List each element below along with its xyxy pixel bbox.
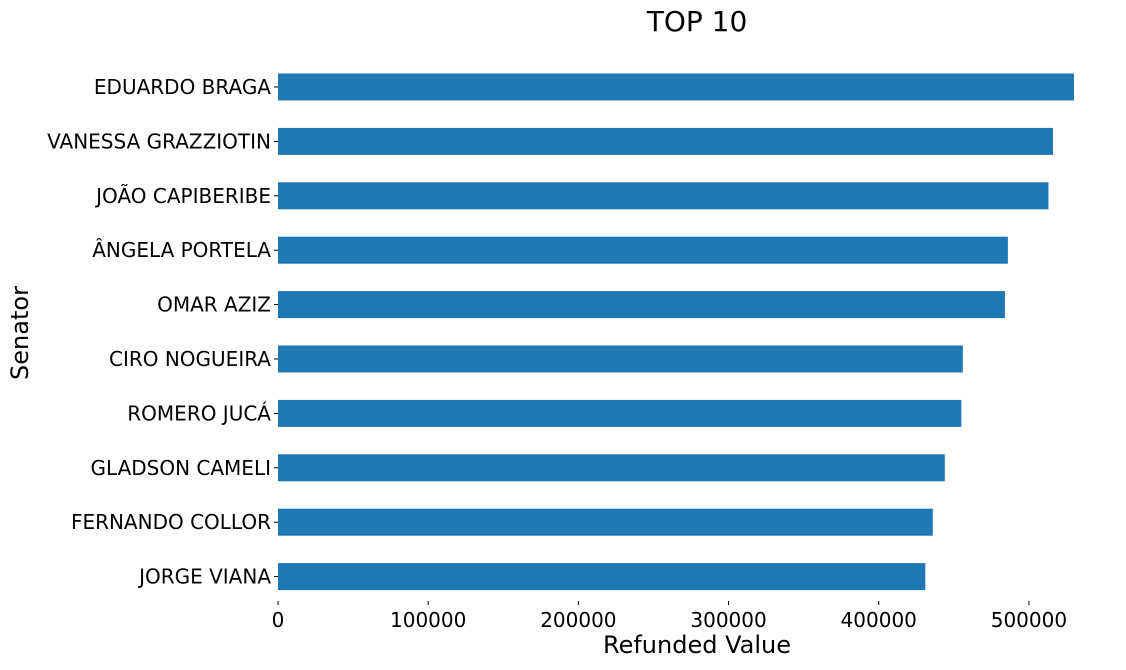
x-tick-label-2: 200000 [540,608,616,632]
bar-2 [278,182,1049,210]
bar-8 [278,508,933,536]
y-tick-label-3: ÂNGELA PORTELA [92,238,271,262]
x-tick-label-4: 400000 [841,608,917,632]
x-axis-title: Refunded Value [603,631,791,659]
bar-0 [278,73,1074,101]
x-tick-label-3: 300000 [690,608,766,632]
x-tick-label-1: 100000 [390,608,466,632]
y-tick-label-1: VANESSA GRAZZIOTIN [47,129,271,153]
x-tick-label-0: 0 [272,608,285,632]
y-tick-label-8: FERNANDO COLLOR [71,510,271,534]
y-tick-label-0: EDUARDO BRAGA [94,75,271,99]
bar-7 [278,454,945,482]
bar-5 [278,345,963,373]
bar-1 [278,127,1053,155]
bar-4 [278,291,1005,319]
x-tick-label-5: 500000 [991,608,1067,632]
y-tick-label-2: JOÃO CAPIBERIBE [94,184,271,208]
y-axis-title: Senator [6,286,34,380]
y-axis: EDUARDO BRAGA VANESSA GRAZZIOTIN JOÃO CAPI… [47,75,278,589]
y-tick-label-4: OMAR AZIZ [157,293,271,317]
bar-3 [278,236,1008,264]
y-tick-label-6: ROMERO JUCÁ [127,401,271,425]
chart-title: TOP 10 [646,5,748,38]
bars-layer [278,73,1074,591]
y-tick-label-9: JORGE VIANA [137,565,271,589]
y-tick-label-7: GLADSON CAMELI [90,456,271,480]
y-tick-label-5: CIRO NOGUEIRA [109,347,271,371]
bar-9 [278,563,926,591]
bar-6 [278,399,962,427]
x-axis: 0 100000 200000 300000 400000 500000 [272,601,1067,632]
